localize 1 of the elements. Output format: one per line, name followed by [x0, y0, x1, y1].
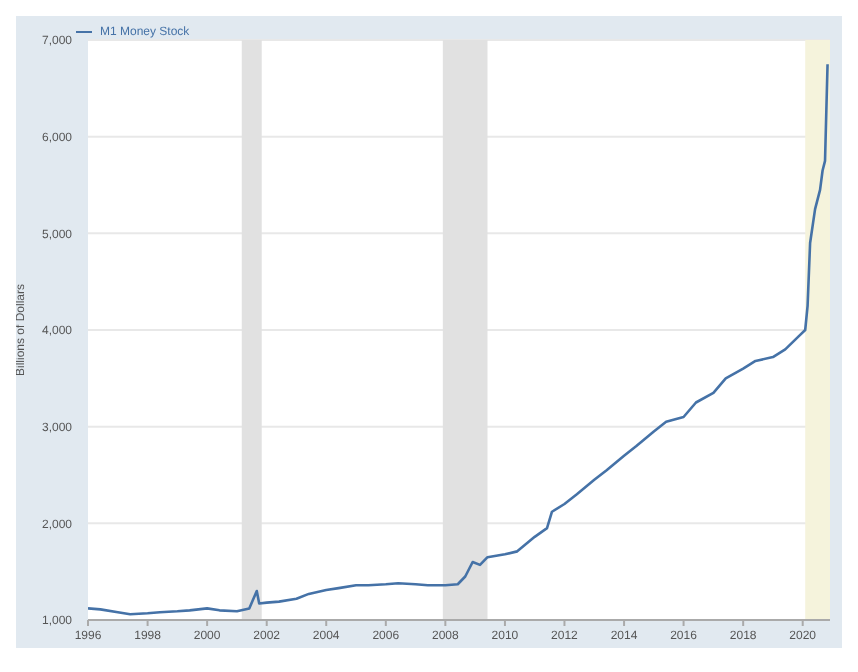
line-series [88, 62, 829, 616]
